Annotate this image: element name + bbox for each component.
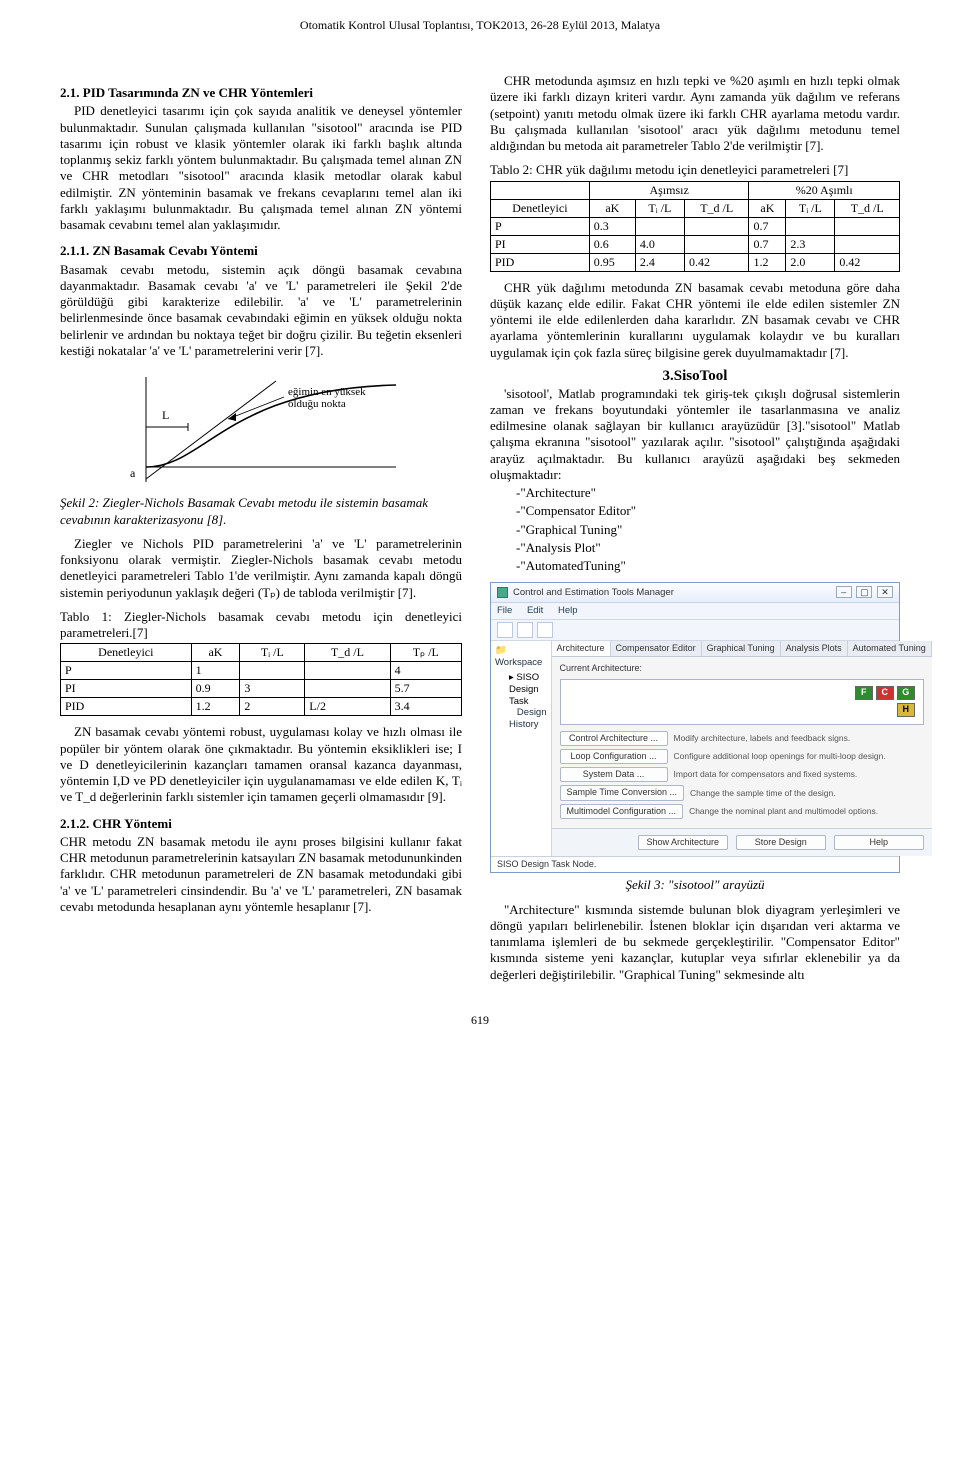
- figure-3-sisotool-window: Control and Estimation Tools Manager – ▢…: [490, 582, 900, 873]
- figure-2: a L eğimin en yüksek olduğu nokta: [60, 367, 462, 491]
- table-1-caption: Tablo 1: Ziegler-Nichols basamak cevabı …: [60, 609, 462, 642]
- arch-block-H: H: [897, 703, 915, 717]
- tab-automated-tuning[interactable]: Automated Tuning: [848, 641, 932, 656]
- bullet: -"Graphical Tuning": [490, 522, 900, 538]
- btn-multimodel-configuration[interactable]: Multimodel Configuration ...: [560, 804, 684, 819]
- toolbar-button[interactable]: [497, 622, 513, 638]
- tab-bar: Architecture Compensator Editor Graphica…: [552, 641, 932, 657]
- minimize-button[interactable]: –: [836, 586, 852, 598]
- btn-system-data[interactable]: System Data ...: [560, 767, 668, 782]
- btn-loop-configuration[interactable]: Loop Configuration ...: [560, 749, 668, 764]
- btn-help[interactable]: Help: [834, 835, 924, 850]
- tree-root[interactable]: 📁 Workspace: [495, 645, 547, 669]
- tab-compensator-editor[interactable]: Compensator Editor: [611, 641, 702, 656]
- para-211b: Ziegler ve Nichols PID parametrelerini '…: [60, 536, 462, 601]
- status-bar: SISO Design Task Node.: [491, 856, 899, 872]
- svg-text:eğimin en yüksek old: eğimin en yüksek olduğu nokta: [288, 386, 368, 410]
- tree-item[interactable]: Design History: [495, 707, 547, 731]
- table-row: P14: [61, 662, 462, 680]
- th: aK: [191, 644, 240, 662]
- close-button[interactable]: ✕: [877, 586, 893, 598]
- arch-block-F: F: [855, 686, 873, 700]
- page-header: Otomatik Kontrol Ulusal Toplantısı, TOK2…: [60, 18, 900, 33]
- toolbar: [491, 620, 899, 641]
- table-row: PID0.952.40.421.22.00.42: [491, 253, 900, 271]
- heading-2.1.1: 2.1.1. ZN Basamak Cevabı Yöntemi: [60, 243, 462, 259]
- table-row: PI0.64.00.72.3: [491, 235, 900, 253]
- desc: Change the sample time of the design.: [690, 788, 924, 799]
- fig2-L-label: L: [162, 408, 169, 422]
- para-212a: CHR metodu ZN basamak metodu ile aynı pr…: [60, 834, 462, 915]
- table-row: Denetleyici aK Tᵢ /L T_d /L aK Tᵢ /L T_d…: [491, 199, 900, 217]
- tab-architecture[interactable]: Architecture: [552, 641, 611, 656]
- fig2-a-label: a: [130, 466, 136, 480]
- table-2-caption: Tablo 2: CHR yük dağılımı metodu için de…: [490, 162, 900, 178]
- toolbar-button[interactable]: [517, 622, 533, 638]
- left-column: 2.1. PID Tasarımında ZN ve CHR Yöntemler…: [60, 73, 462, 917]
- app-icon: [497, 587, 508, 598]
- tab-graphical-tuning[interactable]: Graphical Tuning: [702, 641, 781, 656]
- table-1: Denetleyici aK Tᵢ /L T_d /L Tₚ /L P14 PI…: [60, 643, 462, 716]
- para-3a: 'sisotool', Matlab programındaki tek gir…: [490, 386, 900, 484]
- arch-label: Current Architecture:: [560, 663, 924, 674]
- bullet: -"AutomatedTuning": [490, 558, 900, 574]
- desc: Change the nominal plant and multimodel …: [689, 806, 924, 817]
- desc: Modify architecture, labels and feedback…: [674, 733, 924, 744]
- menu-bar: File Edit Help: [491, 603, 899, 620]
- para-211c: ZN basamak cevabı yöntemi robust, uygula…: [60, 724, 462, 805]
- arch-block-G: G: [897, 686, 915, 700]
- table-row: Aşımsız %20 Aşımlı: [491, 181, 900, 199]
- para-chr: CHR metodunda aşımsız en hızlı tepki ve …: [490, 73, 900, 154]
- table-row: Denetleyici aK Tᵢ /L T_d /L Tₚ /L: [61, 644, 462, 662]
- bullet: -"Compensator Editor": [490, 503, 900, 519]
- btn-store-design[interactable]: Store Design: [736, 835, 826, 850]
- btn-control-architecture[interactable]: Control Architecture ...: [560, 731, 668, 746]
- th: Tₚ /L: [390, 644, 461, 662]
- table-2: Aşımsız %20 Aşımlı Denetleyici aK Tᵢ /L …: [490, 181, 900, 272]
- th: Tᵢ /L: [240, 644, 305, 662]
- menu-help[interactable]: Help: [558, 605, 578, 616]
- para-21a: PID denetleyici tasarımı için çok sayıda…: [60, 103, 462, 233]
- table-row: PI0.935.7: [61, 680, 462, 698]
- window-title: Control and Estimation Tools Manager: [513, 587, 674, 599]
- figure-3-caption: Şekil 3: "sisotool" arayüzü: [490, 877, 900, 893]
- heading-2.1: 2.1. PID Tasarımında ZN ve CHR Yöntemler…: [60, 85, 462, 101]
- table-row: P0.30.7: [491, 217, 900, 235]
- maximize-button[interactable]: ▢: [856, 586, 872, 598]
- th: Denetleyici: [61, 644, 192, 662]
- tree-item[interactable]: ▸ SISO Design Task: [495, 672, 547, 708]
- menu-edit[interactable]: Edit: [527, 605, 543, 616]
- heading-3: 3.SisoTool: [490, 367, 900, 386]
- menu-file[interactable]: File: [497, 605, 512, 616]
- bullet: -"Architecture": [490, 485, 900, 501]
- figure-2-caption: Şekil 2: Ziegler-Nichols Basamak Cevabı …: [60, 495, 462, 528]
- para-3b: "Architecture" kısmında sistemde bulunan…: [490, 902, 900, 983]
- arch-diagram: F C G H: [560, 679, 924, 725]
- para-211a: Basamak cevabı metodu, sistemin açık dön…: [60, 262, 462, 360]
- page-number: 619: [60, 1013, 900, 1028]
- arch-block-C: C: [876, 686, 894, 700]
- tree-panel: 📁 Workspace ▸ SISO Design Task Design Hi…: [491, 641, 552, 856]
- bullet: -"Analysis Plot": [490, 540, 900, 556]
- th: T_d /L: [305, 644, 390, 662]
- tab-analysis-plots[interactable]: Analysis Plots: [781, 641, 848, 656]
- btn-show-architecture[interactable]: Show Architecture: [638, 835, 728, 850]
- toolbar-button[interactable]: [537, 622, 553, 638]
- para-chr2: CHR yük dağılımı metodunda ZN basamak ce…: [490, 280, 900, 361]
- btn-sample-time-conversion[interactable]: Sample Time Conversion ...: [560, 785, 685, 800]
- table-row: PID1.22L/23.4: [61, 698, 462, 716]
- right-column: CHR metodunda aşımsız en hızlı tepki ve …: [490, 73, 900, 985]
- heading-2.1.2: 2.1.2. CHR Yöntemi: [60, 816, 462, 832]
- desc: Import data for compensators and fixed s…: [674, 769, 924, 780]
- desc: Configure additional loop openings for m…: [674, 751, 924, 762]
